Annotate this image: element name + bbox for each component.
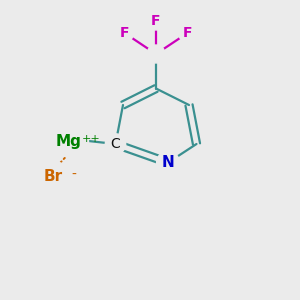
Text: F: F <box>151 14 161 28</box>
Text: ++: ++ <box>82 134 101 144</box>
Text: Mg: Mg <box>56 134 81 149</box>
Circle shape <box>157 151 179 174</box>
Circle shape <box>105 134 126 154</box>
Text: -: - <box>71 168 76 182</box>
Circle shape <box>147 45 165 63</box>
Circle shape <box>56 125 88 158</box>
Circle shape <box>116 24 134 42</box>
Text: F: F <box>183 26 192 40</box>
Text: Br: Br <box>44 169 63 184</box>
Text: N: N <box>162 155 174 170</box>
Circle shape <box>147 12 165 30</box>
Circle shape <box>178 24 196 42</box>
Text: F: F <box>120 26 129 40</box>
Text: C: C <box>111 137 120 151</box>
Circle shape <box>41 162 70 191</box>
